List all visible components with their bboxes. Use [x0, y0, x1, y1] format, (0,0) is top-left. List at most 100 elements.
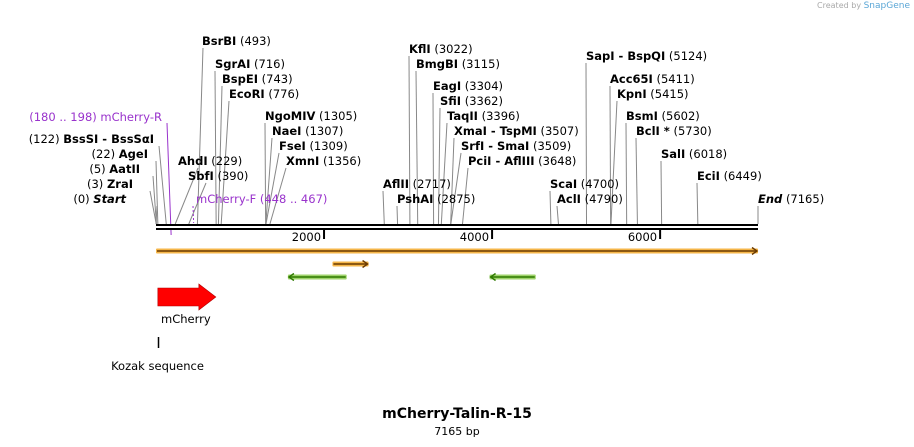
site-kfli-name: KflI [409, 42, 431, 56]
site-kfli-connector [408, 55, 411, 225]
site-acli-label[interactable]: AclI (4790) [557, 192, 623, 206]
primer-mcherry-f-position: (448 .. 467) [260, 192, 328, 206]
site-scai-label[interactable]: ScaI (4700) [550, 177, 619, 191]
orf-arrow-2[interactable] [332, 259, 369, 269]
map-title: mCherry-Talin-R-15 [382, 406, 532, 422]
site-bsssi-bsss-i-connector [158, 145, 167, 225]
site-ahdi-label[interactable]: AhdI (229) [178, 154, 242, 168]
site-start-label[interactable]: (0) Start [73, 192, 126, 206]
primer-mcherry-r-label[interactable]: (180 .. 198) mCherry-R [29, 110, 162, 124]
site-pshai-label[interactable]: PshAI (2875) [397, 192, 475, 206]
site-labels[interactable]: (0) Start(3) ZraI(5) AatII(22) AgeI(122)… [29, 34, 825, 206]
site-kpni-name: KpnI [617, 87, 647, 101]
site-kpni-label[interactable]: KpnI (5415) [617, 87, 689, 101]
site-zrai-label[interactable]: (3) ZraI [87, 177, 133, 191]
site-srfi-smai-label[interactable]: SrfI - SmaI (3509) [461, 139, 571, 153]
site-aatii-label[interactable]: (5) AatII [89, 162, 140, 176]
site-naei-label[interactable]: NaeI (1307) [272, 124, 343, 138]
site-end-position: (7165) [786, 192, 824, 206]
site-eagi-position: (3304) [465, 79, 503, 93]
site-pcii-afliii-name: PciI - AflIII [468, 154, 535, 168]
primer-mcherry-r-position: (180 .. 198) [29, 110, 97, 124]
site-ecori-label[interactable]: EcoRI (776) [229, 87, 299, 101]
site-ahdi-connector [174, 167, 199, 225]
site-ecori-name: EcoRI [229, 87, 265, 101]
site-acli-connector [556, 205, 559, 225]
site-sgrai-connector [214, 70, 217, 225]
site-sfii-label[interactable]: SfiI (3362) [440, 94, 503, 108]
site-taqii-label[interactable]: TaqII (3396) [447, 109, 520, 123]
feature-mcherry-arrow[interactable] [157, 283, 217, 311]
site-naei-name: NaeI [272, 124, 301, 138]
site-eagi-label[interactable]: EagI (3304) [433, 79, 503, 93]
site-ecii-name: EciI [697, 169, 720, 183]
site-bspei-label[interactable]: BspEI (743) [222, 72, 293, 86]
orf-arrows[interactable] [156, 246, 759, 282]
site-ecii-label[interactable]: EciI (6449) [697, 169, 762, 183]
orf-arrow-1[interactable] [156, 246, 759, 256]
site-xmai-tspmi-connector [450, 137, 455, 225]
site-xmni-connector [269, 167, 287, 225]
site-acc65i-label[interactable]: Acc65I (5411) [610, 72, 695, 86]
site-acc65i-position: (5411) [656, 72, 694, 86]
ruler-tick-label: 6000 [628, 230, 657, 244]
site-bsmi-connector [625, 122, 628, 225]
site-ngomiv-label[interactable]: NgoMIV (1305) [265, 109, 357, 123]
site-sbfi-label[interactable]: SbfI (390) [188, 169, 248, 183]
site-acli-name: AclI [557, 192, 581, 206]
primer-mcherry-f-label[interactable]: mCherry-F (448 .. 467) [196, 192, 327, 206]
site-sbfi-position: (390) [217, 169, 248, 183]
site-pcii-afliii-label[interactable]: PciI - AflIII (3648) [468, 154, 576, 168]
site-sgrai-name: SgrAI [215, 57, 250, 71]
site-bsrbi-label[interactable]: BsrBI (493) [202, 34, 271, 48]
site-sbfi-name: SbfI [188, 169, 214, 183]
site-bsssi-bsss-i-position: (122) [29, 132, 60, 146]
snapgene-logo-text: SnapGene [863, 1, 910, 11]
site-agei-label[interactable]: (22) AgeI [92, 147, 148, 161]
site-fsei-label[interactable]: FseI (1309) [279, 139, 348, 153]
site-bspei-connector [217, 85, 223, 225]
site-kfli-position: (3022) [434, 42, 472, 56]
primer-mcherry-f-name: mCherry-F [196, 192, 256, 206]
site-sbfi-connector [188, 182, 207, 225]
site-fsei-position: (1309) [309, 139, 347, 153]
site-bcli-position: (5730) [673, 124, 711, 138]
site-sali-label[interactable]: SalI (6018) [661, 147, 727, 161]
site-bsrbi-name: BsrBI [202, 34, 236, 48]
site-end-label[interactable]: End (7165) [758, 192, 824, 206]
site-zrai-name: ZraI [107, 177, 133, 191]
site-bsssi-bsss-i-label[interactable]: (122) BssSI - BssSαI [29, 132, 154, 146]
site-bsrbi-position: (493) [240, 34, 271, 48]
site-ngomiv-connector [264, 122, 267, 225]
site-ecii-position: (6449) [724, 169, 762, 183]
site-eagi-name: EagI [433, 79, 461, 93]
site-aflii-label[interactable]: AflII (2717) [383, 177, 451, 191]
site-taqii-position: (3396) [482, 109, 520, 123]
orf-arrow-4[interactable] [489, 272, 536, 282]
created-by-label: Created by [817, 1, 862, 10]
primer-mcherry-f-connector [192, 205, 195, 224]
site-xmai-tspmi-label[interactable]: XmaI - TspMI (3507) [454, 124, 579, 138]
site-ngomiv-name: NgoMIV [265, 109, 315, 123]
site-bsmi-label[interactable]: BsmI (5602) [626, 109, 700, 123]
orf-arrowhead [489, 272, 496, 282]
site-xmni-label[interactable]: XmnI (1356) [286, 154, 361, 168]
site-aatii-connector [152, 175, 157, 225]
site-sgrai-label[interactable]: SgrAI (716) [215, 57, 285, 71]
site-sapi-bspqi-label[interactable]: SapI - BspQI (5124) [586, 49, 707, 63]
site-sali-name: SalI [661, 147, 685, 161]
site-bcli-label[interactable]: BclI * (5730) [636, 124, 712, 138]
site-bmgbi-label[interactable]: BmgBI (3115) [416, 57, 500, 71]
site-bsrbi-connector [196, 47, 204, 225]
site-pcii-afliii-connector [462, 167, 469, 225]
site-kpni-position: (5415) [650, 87, 688, 101]
feature-annotations[interactable]: mCherry Kozak sequence [111, 283, 217, 373]
site-kfli-label[interactable]: KflI (3022) [409, 42, 473, 56]
orf-arrow-3[interactable] [287, 272, 347, 282]
dna-backbone[interactable] [156, 224, 758, 230]
site-ecori-connector [220, 100, 230, 225]
backbone-inner [156, 226, 758, 228]
site-naei-connector [265, 137, 273, 225]
site-ahdi-name: AhdI [178, 154, 208, 168]
